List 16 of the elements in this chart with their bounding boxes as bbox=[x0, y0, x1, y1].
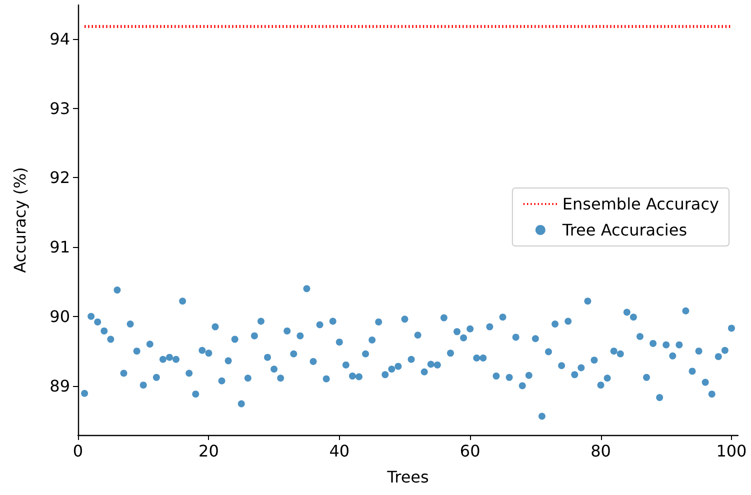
x-tick-label: 60 bbox=[460, 442, 480, 460]
x-tick-label: 20 bbox=[198, 442, 219, 460]
x-tick-label: 0 bbox=[72, 442, 84, 460]
x-tick-label: 80 bbox=[590, 442, 611, 460]
x-tick-label: 40 bbox=[329, 442, 350, 460]
x-tick-label: 100 bbox=[716, 442, 747, 460]
x-axis-title: Trees bbox=[386, 468, 429, 486]
y-tick-label: 90 bbox=[50, 306, 70, 326]
y-tick-label: 92 bbox=[50, 168, 70, 188]
y-tick-label: 91 bbox=[50, 238, 70, 257]
legend-label: Tree Accuracies bbox=[561, 220, 688, 240]
y-tick-label: 93 bbox=[50, 98, 70, 118]
y-tick-label: 89 bbox=[50, 376, 70, 396]
y-axis-title: Accuracy (%) bbox=[10, 167, 30, 273]
legend-label: Ensemble Accuracy bbox=[562, 194, 719, 214]
y-tick-label: 94 bbox=[50, 29, 70, 48]
